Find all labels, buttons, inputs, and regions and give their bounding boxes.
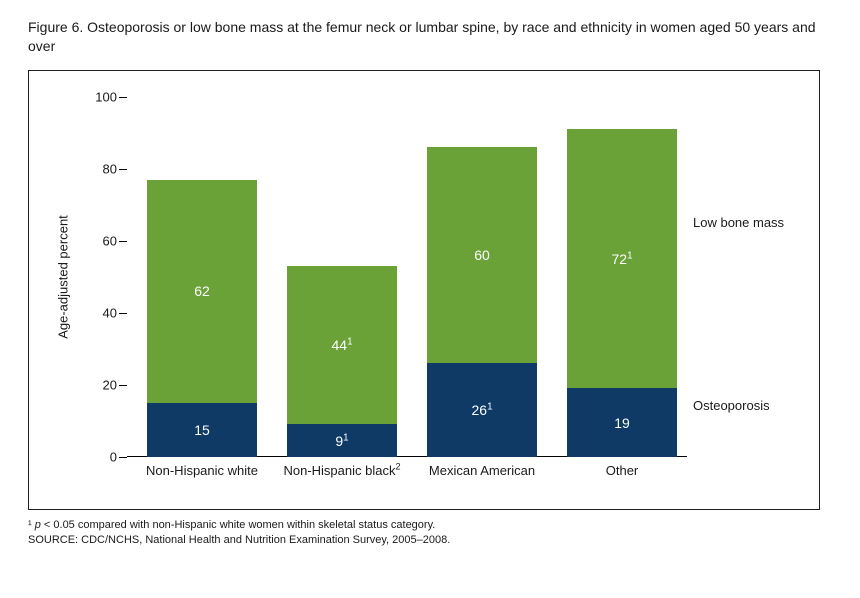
- bar-segment-osteoporosis: 261: [427, 363, 537, 457]
- y-axis-label: Age-adjusted percent: [56, 215, 71, 339]
- category-label: Non-Hispanic white: [127, 463, 277, 478]
- bar-segment-osteoporosis: 19: [567, 388, 677, 456]
- bar-segment-osteoporosis: 15: [147, 403, 257, 457]
- bar: 19 721: [567, 129, 677, 457]
- bar-value-osteoporosis: 19: [567, 415, 677, 431]
- plot-area: Age-adjusted percent 1562914412616019721…: [127, 97, 687, 457]
- bar-segment-low-bone-mass: 60: [427, 147, 537, 363]
- category-label: Mexican American: [407, 463, 557, 478]
- legend-label-low-bone-mass: Low bone mass: [693, 215, 784, 230]
- footnote-1-pre: ¹: [28, 519, 35, 531]
- footnotes: ¹ p < 0.05 compared with non-Hispanic wh…: [28, 518, 832, 549]
- y-tick-label: 60: [77, 233, 117, 248]
- bars-layer: 1562914412616019721: [127, 97, 687, 457]
- y-tick-label: 100: [77, 89, 117, 104]
- chart-panel: Age-adjusted percent 1562914412616019721…: [28, 70, 820, 510]
- bar-value-osteoporosis: 15: [147, 422, 257, 438]
- category-label: Other: [547, 463, 697, 478]
- y-tick: [119, 241, 127, 242]
- bar: 91 441: [287, 266, 397, 457]
- y-tick-label: 0: [77, 449, 117, 464]
- bar-segment-low-bone-mass: 441: [287, 266, 397, 424]
- y-tick-label: 80: [77, 161, 117, 176]
- figure-title: Figure 6. Osteoporosis or low bone mass …: [28, 18, 832, 56]
- footnote-1-post: < 0.05 compared with non-Hispanic white …: [41, 519, 435, 531]
- footnote-1: ¹ p < 0.05 compared with non-Hispanic wh…: [28, 518, 832, 533]
- bar-value-osteoporosis: 261: [427, 402, 537, 418]
- legend-low-bone-mass: Low bone mass: [693, 215, 784, 230]
- bar: 261 60: [427, 147, 537, 457]
- y-tick: [119, 457, 127, 458]
- bar-value-low-bone-mass: 721: [567, 251, 677, 267]
- bar: 1562: [147, 180, 257, 457]
- legend-label-osteoporosis: Osteoporosis: [693, 398, 770, 413]
- bar-value-low-bone-mass: 441: [287, 337, 397, 353]
- category-label: Non-Hispanic black2: [267, 463, 417, 478]
- y-tick: [119, 313, 127, 314]
- bar-segment-osteoporosis: 91: [287, 424, 397, 456]
- bar-segment-low-bone-mass: 721: [567, 129, 677, 388]
- y-tick-label: 20: [77, 377, 117, 392]
- bar-value-osteoporosis: 91: [287, 433, 397, 449]
- bar-segment-low-bone-mass: 62: [147, 180, 257, 403]
- y-tick: [119, 385, 127, 386]
- y-label-holder: Age-adjusted percent: [53, 97, 73, 457]
- bar-value-low-bone-mass: 62: [147, 283, 257, 299]
- figure-wrap: Figure 6. Osteoporosis or low bone mass …: [0, 0, 860, 559]
- legend-osteoporosis: Osteoporosis: [693, 398, 770, 413]
- footnote-source: SOURCE: CDC/NCHS, National Health and Nu…: [28, 533, 832, 548]
- y-tick: [119, 169, 127, 170]
- bar-value-low-bone-mass: 60: [427, 247, 537, 263]
- y-tick: [119, 97, 127, 98]
- y-tick-label: 40: [77, 305, 117, 320]
